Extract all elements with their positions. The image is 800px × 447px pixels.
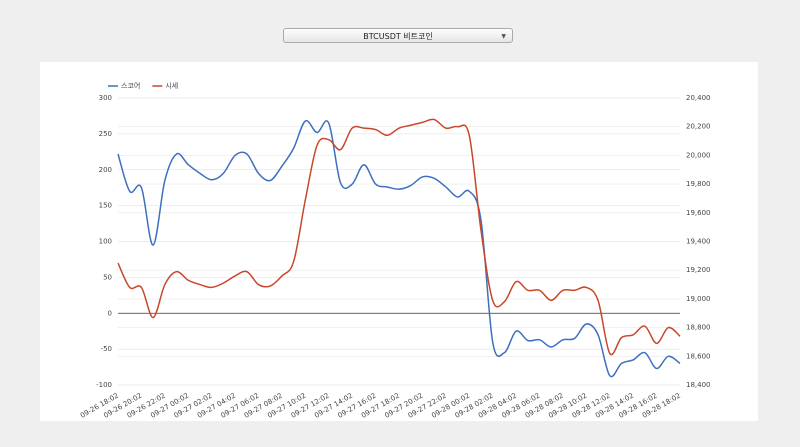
y2-tick-label: 19,800 — [686, 180, 711, 188]
y2-tick-label: 20,000 — [686, 151, 711, 159]
y2-tick-label: 18,800 — [686, 324, 711, 332]
y-tick-label: 300 — [99, 94, 112, 102]
legend-label: 스코어 — [121, 81, 140, 90]
y-tick-label: -100 — [96, 381, 112, 389]
y-tick-label: 250 — [99, 130, 112, 138]
y2-tick-label: 20,400 — [686, 94, 711, 102]
series-line — [117, 119, 681, 378]
series-line — [117, 118, 681, 356]
y-tick-label: 200 — [99, 166, 112, 174]
legend-label: 시세 — [165, 81, 178, 90]
y2-tick-label: 19,400 — [686, 238, 711, 246]
symbol-select[interactable]: BTCUSDT 비트코인 ▼ — [283, 28, 513, 43]
dropdown-arrow: ▼ — [501, 33, 506, 40]
y2-tick-label: 19,600 — [686, 209, 711, 217]
y2-tick-label: 19,000 — [686, 295, 711, 303]
y-tick-label: 0 — [108, 309, 112, 317]
y-tick-label: 100 — [99, 238, 112, 246]
y2-tick-label: 18,600 — [686, 352, 711, 360]
symbol-select-text: BTCUSDT 비트코인 — [363, 32, 433, 41]
y-tick-label: 150 — [99, 202, 112, 210]
y2-tick-label: 20,200 — [686, 123, 711, 131]
y-tick-label: 50 — [103, 273, 112, 281]
y-tick-label: -50 — [101, 345, 112, 353]
y2-tick-label: 18,400 — [686, 381, 711, 389]
y2-tick-label: 19,200 — [686, 266, 711, 274]
